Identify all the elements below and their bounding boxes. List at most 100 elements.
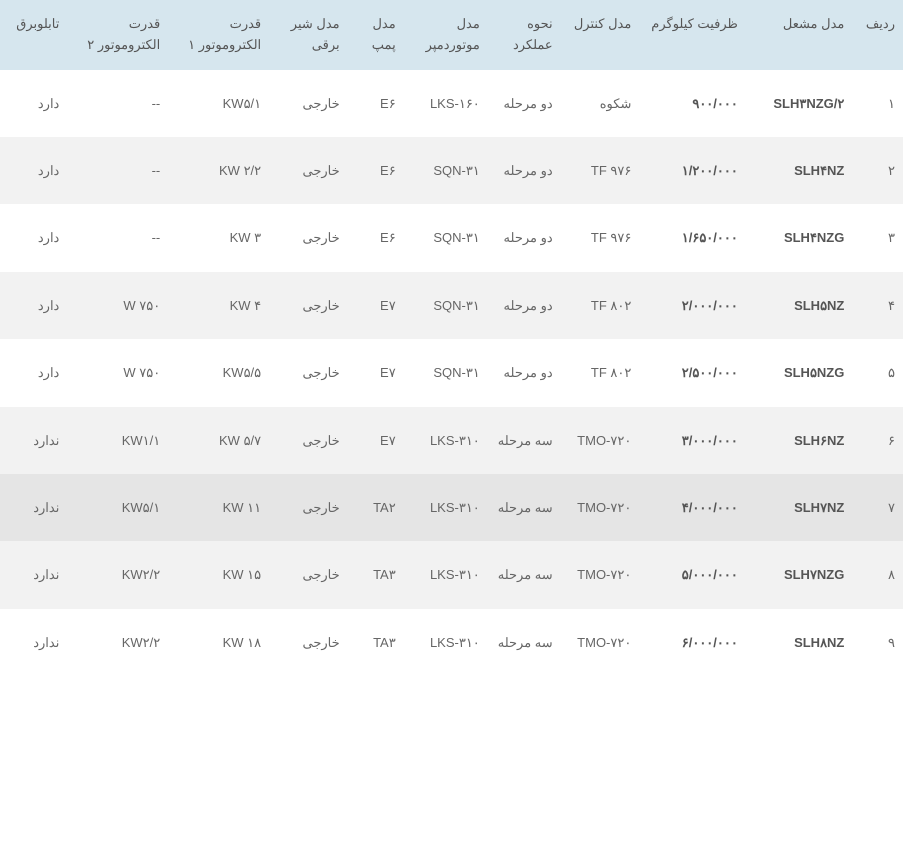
header-control: مدل کنترل bbox=[561, 0, 640, 70]
cell-capacity: ۹۰۰/۰۰۰ bbox=[639, 70, 746, 137]
cell-motor2: KW۲/۲ bbox=[67, 609, 168, 676]
cell-control: TMO-۷۲۰ bbox=[561, 609, 640, 676]
cell-valve: خارجی bbox=[269, 474, 347, 541]
cell-pump: E۷ bbox=[348, 272, 404, 339]
cell-control: TF ۸۰۲ bbox=[561, 272, 640, 339]
cell-damper: SQN-۳۱ bbox=[404, 339, 488, 406]
cell-damper: LKS-۳۱۰ bbox=[404, 609, 488, 676]
cell-pump: E۶ bbox=[348, 137, 404, 204]
cell-model: SLH۶NZ bbox=[746, 407, 853, 474]
header-tablo: تابلوبرق bbox=[0, 0, 67, 70]
cell-tablo: دارد bbox=[0, 272, 67, 339]
cell-pump: E۷ bbox=[348, 339, 404, 406]
cell-radif: ۵ bbox=[852, 339, 903, 406]
cell-damper: SQN-۳۱ bbox=[404, 272, 488, 339]
cell-tablo: ندارد bbox=[0, 407, 67, 474]
cell-motor2: W ۷۵۰ bbox=[67, 339, 168, 406]
cell-damper: LKS-۱۶۰ bbox=[404, 70, 488, 137]
cell-radif: ۶ bbox=[852, 407, 903, 474]
cell-capacity: ۳/۰۰۰/۰۰۰ bbox=[639, 407, 746, 474]
cell-pump: TA۳ bbox=[348, 541, 404, 608]
header-capacity: ظرفیت کیلوگرم bbox=[639, 0, 746, 70]
cell-radif: ۳ bbox=[852, 204, 903, 271]
cell-mode: سه مرحله bbox=[488, 407, 561, 474]
cell-motor1: KW۵/۵ bbox=[168, 339, 269, 406]
cell-motor2: -- bbox=[67, 137, 168, 204]
cell-pump: E۷ bbox=[348, 407, 404, 474]
cell-motor2: KW۱/۱ bbox=[67, 407, 168, 474]
cell-mode: سه مرحله bbox=[488, 541, 561, 608]
cell-control: TMO-۷۲۰ bbox=[561, 541, 640, 608]
cell-control: TMO-۷۲۰ bbox=[561, 407, 640, 474]
cell-damper: SQN-۳۱ bbox=[404, 137, 488, 204]
cell-control: شکوه bbox=[561, 70, 640, 137]
cell-model: SLH۴NZ bbox=[746, 137, 853, 204]
cell-mode: سه مرحله bbox=[488, 474, 561, 541]
cell-capacity: ۲/۰۰۰/۰۰۰ bbox=[639, 272, 746, 339]
cell-motor2: W ۷۵۰ bbox=[67, 272, 168, 339]
cell-radif: ۹ bbox=[852, 609, 903, 676]
header-row: ردیف مدل مشعل ظرفیت کیلوگرم مدل کنترل نح… bbox=[0, 0, 903, 70]
cell-valve: خارجی bbox=[269, 70, 347, 137]
header-mode: نحوه عملکرد bbox=[488, 0, 561, 70]
cell-capacity: ۴/۰۰۰/۰۰۰ bbox=[639, 474, 746, 541]
cell-tablo: دارد bbox=[0, 339, 67, 406]
table-row: ۱SLH۳NZG/۲۹۰۰/۰۰۰شکوهدو مرحلهLKS-۱۶۰E۶خا… bbox=[0, 70, 903, 137]
cell-pump: E۶ bbox=[348, 204, 404, 271]
cell-damper: LKS-۳۱۰ bbox=[404, 541, 488, 608]
cell-valve: خارجی bbox=[269, 541, 347, 608]
cell-pump: E۶ bbox=[348, 70, 404, 137]
cell-model: SLH۴NZG bbox=[746, 204, 853, 271]
cell-damper: LKS-۳۱۰ bbox=[404, 407, 488, 474]
cell-mode: دو مرحله bbox=[488, 272, 561, 339]
table-header: ردیف مدل مشعل ظرفیت کیلوگرم مدل کنترل نح… bbox=[0, 0, 903, 70]
table-row: ۴SLH۵NZ۲/۰۰۰/۰۰۰TF ۸۰۲دو مرحلهSQN-۳۱E۷خا… bbox=[0, 272, 903, 339]
cell-pump: TA۳ bbox=[348, 609, 404, 676]
cell-tablo: ندارد bbox=[0, 541, 67, 608]
cell-model: SLH۵NZ bbox=[746, 272, 853, 339]
cell-mode: دو مرحله bbox=[488, 70, 561, 137]
table-row: ۹SLH۸NZ۶/۰۰۰/۰۰۰TMO-۷۲۰سه مرحلهLKS-۳۱۰TA… bbox=[0, 609, 903, 676]
table-row: ۳SLH۴NZG۱/۶۵۰/۰۰۰TF ۹۷۶دو مرحلهSQN-۳۱E۶خ… bbox=[0, 204, 903, 271]
table-body: ۱SLH۳NZG/۲۹۰۰/۰۰۰شکوهدو مرحلهLKS-۱۶۰E۶خا… bbox=[0, 70, 903, 677]
cell-motor2: -- bbox=[67, 204, 168, 271]
header-valve: مدل شیر برقی bbox=[269, 0, 347, 70]
table-row: ۶SLH۶NZ۳/۰۰۰/۰۰۰TMO-۷۲۰سه مرحلهLKS-۳۱۰E۷… bbox=[0, 407, 903, 474]
cell-radif: ۴ bbox=[852, 272, 903, 339]
cell-tablo: دارد bbox=[0, 70, 67, 137]
cell-motor2: KW۲/۲ bbox=[67, 541, 168, 608]
cell-radif: ۲ bbox=[852, 137, 903, 204]
cell-valve: خارجی bbox=[269, 272, 347, 339]
cell-model: SLH۵NZG bbox=[746, 339, 853, 406]
table-row: ۸SLH۷NZG۵/۰۰۰/۰۰۰TMO-۷۲۰سه مرحلهLKS-۳۱۰T… bbox=[0, 541, 903, 608]
cell-control: TF ۹۷۶ bbox=[561, 204, 640, 271]
cell-model: SLH۷NZG bbox=[746, 541, 853, 608]
cell-motor1: KW۵/۱ bbox=[168, 70, 269, 137]
cell-model: SLH۸NZ bbox=[746, 609, 853, 676]
cell-tablo: دارد bbox=[0, 137, 67, 204]
cell-damper: SQN-۳۱ bbox=[404, 204, 488, 271]
header-pump: مدل پمپ bbox=[348, 0, 404, 70]
cell-capacity: ۵/۰۰۰/۰۰۰ bbox=[639, 541, 746, 608]
cell-radif: ۸ bbox=[852, 541, 903, 608]
table-row: ۲SLH۴NZ۱/۲۰۰/۰۰۰TF ۹۷۶دو مرحلهSQN-۳۱E۶خا… bbox=[0, 137, 903, 204]
cell-motor1: KW ۱۱ bbox=[168, 474, 269, 541]
cell-pump: TA۲ bbox=[348, 474, 404, 541]
header-motor1: قدرت الکتروموتور ۱ bbox=[168, 0, 269, 70]
cell-capacity: ۶/۰۰۰/۰۰۰ bbox=[639, 609, 746, 676]
cell-mode: دو مرحله bbox=[488, 204, 561, 271]
cell-radif: ۷ bbox=[852, 474, 903, 541]
burner-specs-table: ردیف مدل مشعل ظرفیت کیلوگرم مدل کنترل نح… bbox=[0, 0, 903, 676]
cell-control: TF ۹۷۶ bbox=[561, 137, 640, 204]
cell-tablo: ندارد bbox=[0, 609, 67, 676]
cell-motor1: KW ۱۸ bbox=[168, 609, 269, 676]
table-row: ۷SLH۷NZ۴/۰۰۰/۰۰۰TMO-۷۲۰سه مرحلهLKS-۳۱۰TA… bbox=[0, 474, 903, 541]
cell-mode: سه مرحله bbox=[488, 609, 561, 676]
cell-motor2: KW۵/۱ bbox=[67, 474, 168, 541]
cell-capacity: ۲/۵۰۰/۰۰۰ bbox=[639, 339, 746, 406]
cell-valve: خارجی bbox=[269, 339, 347, 406]
cell-valve: خارجی bbox=[269, 137, 347, 204]
cell-mode: دو مرحله bbox=[488, 137, 561, 204]
cell-model: SLH۳NZG/۲ bbox=[746, 70, 853, 137]
table-row: ۵SLH۵NZG۲/۵۰۰/۰۰۰TF ۸۰۲دو مرحلهSQN-۳۱E۷خ… bbox=[0, 339, 903, 406]
